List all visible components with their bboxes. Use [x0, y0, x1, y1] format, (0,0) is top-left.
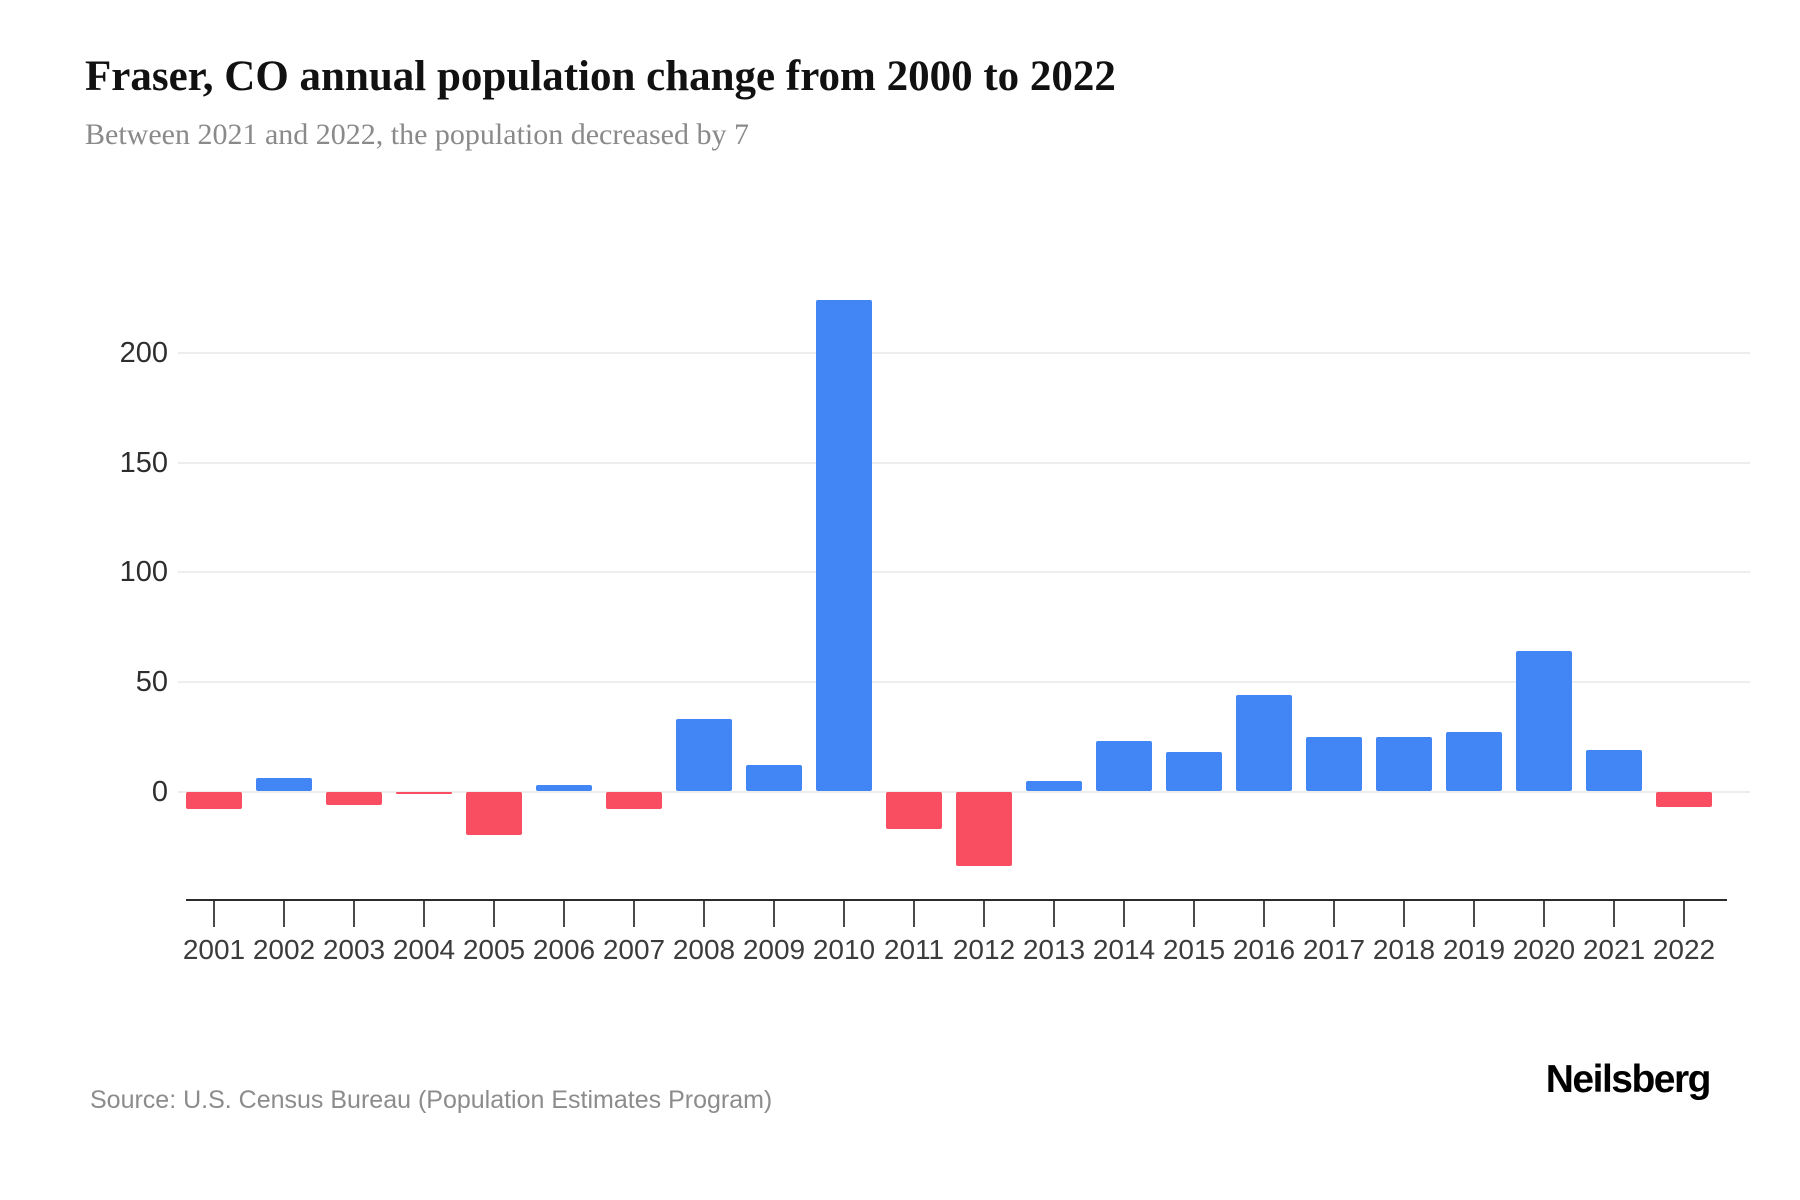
x-tick-2005 [493, 901, 495, 927]
bar-2014[interactable] [1096, 741, 1152, 792]
gridline-y50 [178, 680, 1750, 683]
x-tick-2017 [1333, 901, 1335, 927]
bar-2015[interactable] [1166, 752, 1222, 792]
x-axis-label-2014: 2014 [1092, 934, 1156, 965]
x-axis-label-2020: 2020 [1512, 934, 1576, 965]
x-axis-label-2011: 2011 [883, 934, 945, 965]
x-tick-2018 [1403, 901, 1405, 927]
bar-2019[interactable] [1446, 732, 1502, 792]
x-tick-2009 [773, 901, 775, 927]
bar-2016[interactable] [1236, 695, 1292, 792]
x-tick-2019 [1473, 901, 1475, 927]
x-axis-label-2008: 2008 [672, 934, 736, 965]
x-axis-label-2006: 2006 [532, 934, 596, 965]
x-axis-label-2015: 2015 [1162, 934, 1226, 965]
bar-2021[interactable] [1586, 749, 1642, 792]
x-axis-label-2007: 2007 [602, 934, 666, 965]
y-axis-label-200: 200 [119, 337, 168, 370]
y-axis-label-150: 150 [119, 446, 168, 479]
x-axis-label-2013: 2013 [1022, 934, 1086, 965]
bar-2022[interactable] [1656, 791, 1712, 807]
x-tick-2014 [1123, 901, 1125, 927]
x-tick-2001 [213, 901, 215, 927]
x-axis-line [186, 899, 1727, 901]
bar-2020[interactable] [1516, 651, 1572, 792]
chart-subtitle: Between 2021 and 2022, the population de… [85, 118, 749, 151]
bar-2008[interactable] [676, 719, 732, 792]
chart-title: Fraser, CO annual population change from… [85, 53, 1116, 100]
bar-2002[interactable] [256, 778, 312, 792]
bar-2018[interactable] [1376, 736, 1432, 792]
bar-2006[interactable] [536, 784, 592, 792]
x-tick-2006 [563, 901, 565, 927]
x-tick-2015 [1193, 901, 1195, 927]
x-tick-2003 [353, 901, 355, 927]
x-axis-label-2017: 2017 [1302, 934, 1366, 965]
x-axis-label-2002: 2002 [252, 934, 316, 965]
x-axis-label-2016: 2016 [1232, 934, 1296, 965]
x-tick-2004 [423, 901, 425, 927]
x-axis-label-2021: 2021 [1582, 934, 1646, 965]
x-tick-2002 [283, 901, 285, 927]
bar-2001[interactable] [186, 791, 242, 810]
x-axis-label-2012: 2012 [952, 934, 1016, 965]
x-axis-label-2010: 2010 [812, 934, 876, 965]
x-tick-2011 [913, 901, 915, 927]
x-tick-2008 [703, 901, 705, 927]
y-axis-label-100: 100 [119, 556, 168, 589]
x-axis-label-2019: 2019 [1442, 934, 1506, 965]
x-axis-label-2005: 2005 [462, 934, 526, 965]
x-axis-label-2003: 2003 [322, 934, 386, 965]
x-axis-label-2001: 2001 [182, 934, 246, 965]
y-axis-label-0: 0 [151, 775, 168, 808]
x-tick-2021 [1613, 901, 1615, 927]
bar-2009[interactable] [746, 765, 802, 792]
x-tick-2016 [1263, 901, 1265, 927]
x-tick-2013 [1053, 901, 1055, 927]
bar-2017[interactable] [1306, 736, 1362, 792]
gridline-y100 [178, 571, 1750, 574]
x-axis-label-2022: 2022 [1652, 934, 1716, 965]
x-tick-2022 [1683, 901, 1685, 927]
bar-2012[interactable] [956, 791, 1012, 867]
bar-2005[interactable] [466, 791, 522, 836]
x-tick-2007 [633, 901, 635, 927]
bar-2007[interactable] [606, 791, 662, 810]
gridline-y200 [178, 352, 1750, 355]
bar-2010[interactable] [816, 300, 872, 792]
x-axis-label-2004: 2004 [392, 934, 456, 965]
bar-2003[interactable] [326, 791, 382, 805]
x-tick-2010 [843, 901, 845, 927]
bar-2013[interactable] [1026, 780, 1082, 792]
gridline-y150 [178, 461, 1750, 464]
source-note: Source: U.S. Census Bureau (Population E… [90, 1086, 773, 1114]
x-axis-label-2018: 2018 [1372, 934, 1436, 965]
bar-2011[interactable] [886, 791, 942, 829]
x-tick-2020 [1543, 901, 1545, 927]
x-axis-label-2009: 2009 [742, 934, 806, 965]
bar-2004[interactable] [396, 791, 452, 794]
brand-logo: Neilsberg [1545, 1058, 1712, 1101]
x-tick-2012 [983, 901, 985, 927]
y-axis-label-50: 50 [135, 665, 168, 698]
plot-area: 0 50 100 150 200 2001 2002 2003 2004 2005 2006 2007… [119, 300, 1750, 965]
